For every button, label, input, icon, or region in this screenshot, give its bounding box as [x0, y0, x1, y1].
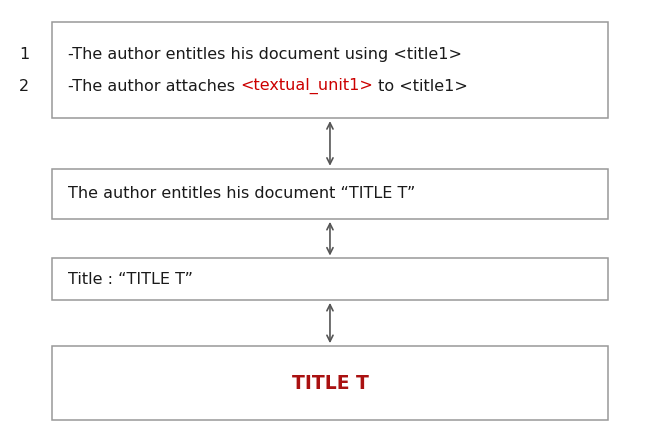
FancyBboxPatch shape — [52, 22, 608, 118]
FancyBboxPatch shape — [52, 169, 608, 219]
Text: Title : “TITLE T”: Title : “TITLE T” — [68, 272, 193, 287]
Text: TITLE T: TITLE T — [292, 374, 368, 393]
Text: to <title1>: to <title1> — [373, 79, 468, 94]
Text: The author entitles his document “TITLE T”: The author entitles his document “TITLE … — [68, 186, 415, 201]
Text: 2: 2 — [19, 79, 29, 94]
Text: -The author entitles his document using <title1>: -The author entitles his document using … — [68, 46, 462, 61]
Text: <textual_unit1>: <textual_unit1> — [240, 78, 373, 94]
FancyBboxPatch shape — [52, 346, 608, 420]
Text: 1: 1 — [19, 46, 29, 61]
FancyBboxPatch shape — [52, 258, 608, 300]
Text: -The author attaches: -The author attaches — [68, 79, 240, 94]
